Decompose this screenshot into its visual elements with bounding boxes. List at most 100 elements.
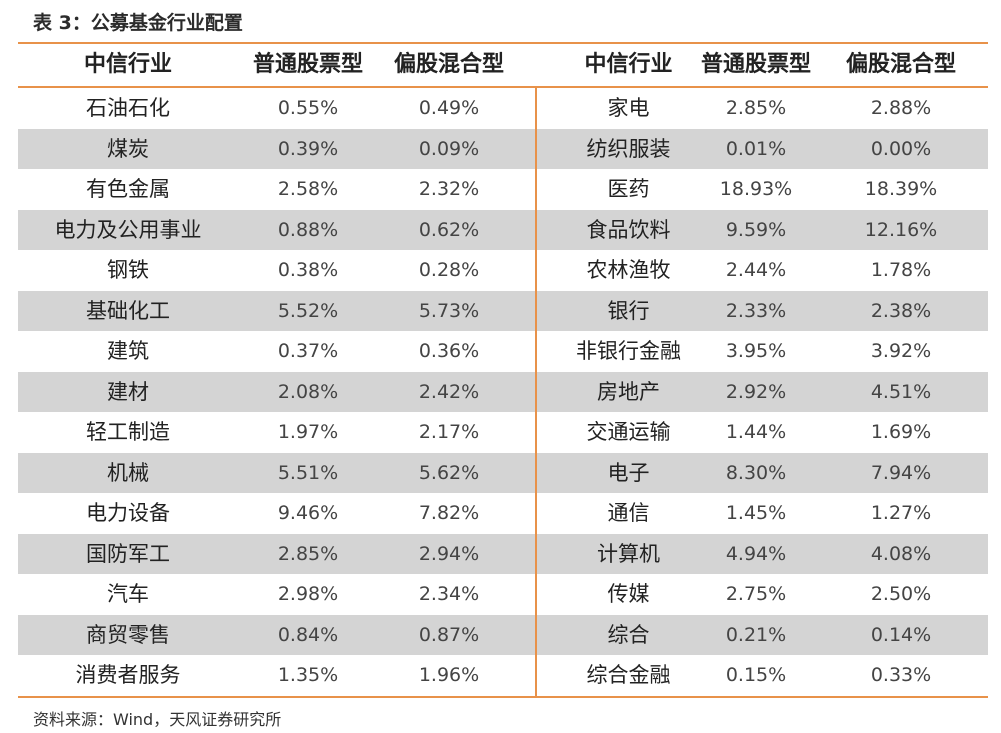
- cell-mixed-fund-left: 0.28%: [418, 259, 480, 281]
- cell-stock-fund-right: 0.01%: [725, 137, 787, 160]
- cell-mixed-fund-right: 0.00%: [870, 137, 932, 160]
- cell-mixed-fund-right: 4.08%: [870, 542, 932, 565]
- cell-industry-left: 电力设备: [86, 501, 170, 525]
- bottom-rule: [18, 696, 988, 698]
- cell-industry-right: 传媒: [607, 582, 650, 606]
- table-row: 基础化工 5.52% 5.73% 银行 2.33% 2.38%: [18, 290, 988, 331]
- cell-stock-fund-left: 2.85%: [277, 542, 339, 565]
- cell-mixed-fund-left: 0.09%: [418, 137, 480, 160]
- cell-industry-left: 国防军工: [86, 541, 170, 566]
- header-rule: [18, 86, 988, 88]
- cell-mixed-fund-right: 1.78%: [870, 259, 932, 281]
- cell-mixed-fund-left: 2.42%: [418, 380, 480, 403]
- cell-stock-fund-left: 0.39%: [277, 137, 339, 160]
- cell-stock-fund-right: 9.59%: [725, 218, 787, 241]
- cell-mixed-fund-left: 5.62%: [418, 461, 480, 484]
- table-row: 建筑 0.37% 0.36% 非银行金融 3.95% 3.92%: [18, 331, 988, 372]
- cell-industry-right: 交通运输: [586, 420, 671, 444]
- cell-industry-right: 综合: [607, 622, 650, 647]
- cell-mixed-fund-left: 1.96%: [418, 664, 480, 686]
- cell-stock-fund-right: 1.44%: [725, 421, 787, 443]
- cell-stock-fund-left: 2.58%: [277, 178, 339, 200]
- table-caption: 表 3：公募基金行业配置: [33, 12, 243, 34]
- cell-mixed-fund-left: 0.36%: [418, 340, 480, 362]
- table-row: 机械 5.51% 5.62% 电子 8.30% 7.94%: [18, 452, 988, 493]
- header-mixed-fund-right: 偏股混合型: [845, 52, 956, 77]
- cell-mixed-fund-left: 5.73%: [418, 299, 480, 322]
- cell-industry-right: 电子: [607, 460, 650, 485]
- table-row: 汽车 2.98% 2.34% 传媒 2.75% 2.50%: [18, 574, 988, 615]
- cell-industry-left: 建筑: [107, 339, 149, 363]
- header-industry-left: 中信行业: [83, 52, 172, 77]
- header-industry-right: 中信行业: [584, 52, 673, 77]
- cell-stock-fund-right: 2.85%: [725, 97, 787, 119]
- cell-industry-right: 医药: [607, 177, 650, 201]
- cell-mixed-fund-right: 1.69%: [870, 421, 932, 443]
- cell-industry-left: 煤炭: [107, 136, 149, 161]
- table-row: 国防军工 2.85% 2.94% 计算机 4.94% 4.08%: [18, 533, 988, 574]
- cell-mixed-fund-left: 2.34%: [418, 583, 480, 605]
- cell-industry-left: 建材: [107, 379, 149, 404]
- cell-industry-left: 石油石化: [86, 96, 170, 120]
- table-row: 电力及公用事业 0.88% 0.62% 食品饮料 9.59% 12.16%: [18, 209, 988, 250]
- cell-industry-right: 计算机: [597, 541, 660, 566]
- cell-industry-left: 钢铁: [107, 258, 149, 282]
- table-row: 建材 2.08% 2.42% 房地产 2.92% 4.51%: [18, 371, 988, 412]
- cell-industry-left: 基础化工: [86, 298, 170, 323]
- cell-mixed-fund-right: 1.27%: [870, 502, 932, 524]
- cell-industry-left: 轻工制造: [86, 420, 170, 444]
- cell-stock-fund-right: 2.33%: [725, 299, 787, 322]
- cell-stock-fund-right: 2.75%: [725, 583, 787, 605]
- cell-stock-fund-left: 0.55%: [277, 97, 339, 119]
- cell-industry-right: 通信: [607, 501, 650, 525]
- cell-mixed-fund-left: 2.17%: [418, 421, 480, 443]
- table-row: 钢铁 0.38% 0.28% 农林渔牧 2.44% 1.78%: [18, 250, 988, 291]
- table-row: 电力设备 9.46% 7.82% 通信 1.45% 1.27%: [18, 493, 988, 534]
- cell-industry-left: 电力及公用事业: [54, 217, 202, 242]
- cell-industry-right: 食品饮料: [586, 217, 671, 242]
- cell-mixed-fund-right: 0.14%: [870, 623, 932, 646]
- cell-stock-fund-right: 18.93%: [719, 178, 793, 200]
- table-row: 有色金属 2.58% 2.32% 医药 18.93% 18.39%: [18, 169, 988, 210]
- cell-stock-fund-left: 2.08%: [277, 380, 339, 403]
- cell-stock-fund-left: 2.98%: [277, 583, 339, 605]
- cell-industry-right: 家电: [607, 96, 650, 120]
- cell-mixed-fund-right: 4.51%: [870, 380, 932, 403]
- cell-stock-fund-right: 0.21%: [725, 623, 787, 646]
- table-row: 煤炭 0.39% 0.09% 纺织服装 0.01% 0.00%: [18, 128, 988, 169]
- cell-stock-fund-left: 0.88%: [277, 218, 339, 241]
- cell-industry-right: 农林渔牧: [586, 258, 671, 282]
- cell-stock-fund-left: 5.52%: [277, 299, 339, 322]
- cell-stock-fund-left: 5.51%: [277, 461, 339, 484]
- source-note: 资料来源：Wind，天风证券研究所: [33, 710, 282, 729]
- cell-mixed-fund-right: 0.33%: [870, 664, 932, 686]
- table-header: 中信行业 普通股票型 偏股混合型 中信行业 普通股票型 偏股混合型: [18, 44, 988, 86]
- header-stock-fund-right: 普通股票型: [700, 52, 811, 77]
- cell-stock-fund-left: 1.35%: [277, 664, 339, 686]
- cell-mixed-fund-right: 18.39%: [864, 178, 938, 200]
- cell-stock-fund-right: 4.94%: [725, 542, 787, 565]
- cell-mixed-fund-left: 7.82%: [418, 502, 480, 524]
- cell-industry-left: 机械: [107, 460, 149, 485]
- cell-stock-fund-left: 0.84%: [277, 623, 339, 646]
- table-row: 商贸零售 0.84% 0.87% 综合 0.21% 0.14%: [18, 614, 988, 655]
- cell-stock-fund-right: 2.92%: [725, 380, 787, 403]
- cell-industry-left: 汽车: [107, 582, 149, 606]
- cell-industry-left: 有色金属: [86, 177, 170, 201]
- cell-stock-fund-left: 9.46%: [277, 502, 339, 524]
- cell-mixed-fund-right: 2.50%: [870, 583, 932, 605]
- column-divider: [535, 88, 537, 696]
- cell-stock-fund-right: 2.44%: [725, 259, 787, 281]
- cell-industry-left: 消费者服务: [75, 663, 181, 687]
- cell-stock-fund-left: 0.38%: [277, 259, 339, 281]
- table-row: 轻工制造 1.97% 2.17% 交通运输 1.44% 1.69%: [18, 412, 988, 453]
- cell-stock-fund-right: 1.45%: [725, 502, 787, 524]
- cell-mixed-fund-right: 12.16%: [864, 218, 938, 241]
- cell-stock-fund-right: 0.15%: [725, 664, 787, 686]
- cell-industry-right: 非银行金融: [576, 339, 681, 363]
- cell-mixed-fund-left: 0.87%: [418, 623, 480, 646]
- cell-mixed-fund-right: 3.92%: [870, 340, 932, 362]
- cell-mixed-fund-right: 7.94%: [870, 461, 932, 484]
- cell-mixed-fund-left: 2.94%: [418, 542, 480, 565]
- header-stock-fund-left: 普通股票型: [252, 52, 363, 77]
